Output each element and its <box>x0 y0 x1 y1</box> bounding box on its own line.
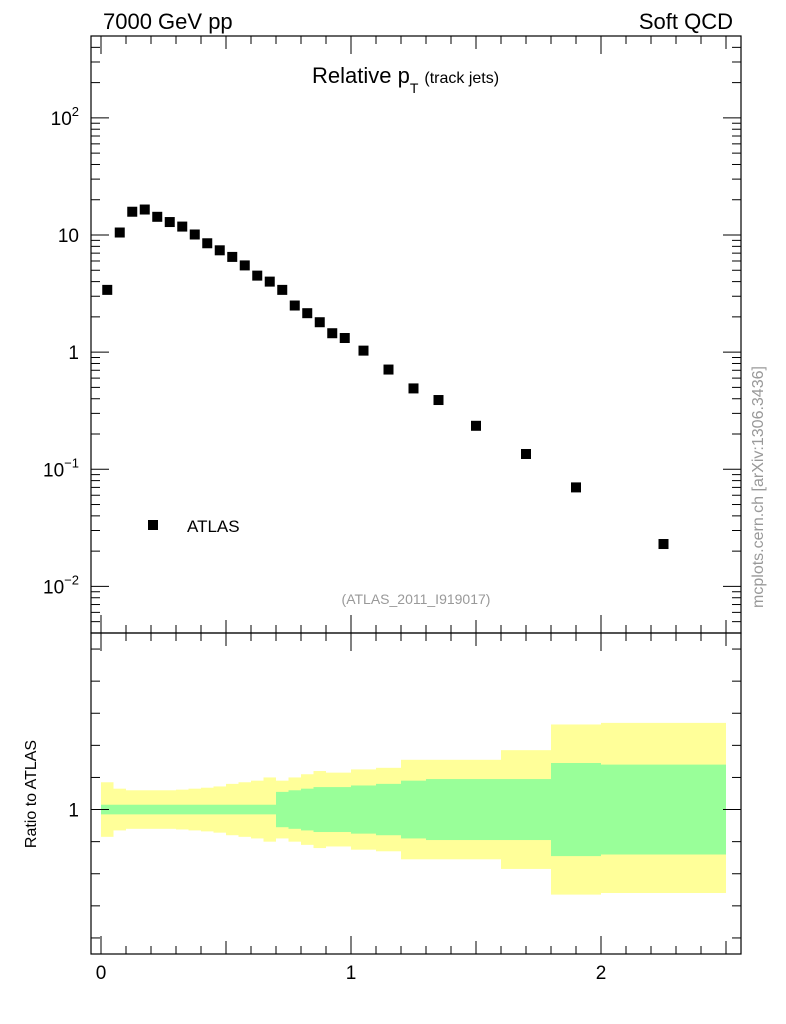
data-point <box>189 229 200 240</box>
uncertainty-band-green <box>376 783 401 836</box>
data-point <box>571 482 581 493</box>
uncertainty-band-green <box>201 804 214 815</box>
y-tick-label: 102 <box>51 104 79 130</box>
y-tick-label: 1 <box>68 343 79 364</box>
x-tick-label: 0 <box>96 963 107 984</box>
data-point <box>383 364 394 375</box>
data-point <box>433 395 444 406</box>
data-point <box>252 270 263 281</box>
data-point <box>227 251 238 262</box>
uncertainty-band-green <box>251 804 264 815</box>
y-tick-label: 10−2 <box>43 572 79 598</box>
data-point <box>658 539 669 550</box>
uncertainty-band-green <box>338 787 351 833</box>
ratio-plot-panel: 1 0 1 2 Ratio to ATLAS <box>23 632 742 984</box>
x-tick-label: 1 <box>346 963 357 984</box>
data-point <box>177 221 188 232</box>
data-point <box>152 211 163 222</box>
x-tick-label: 2 <box>596 963 607 984</box>
data-point <box>314 317 325 328</box>
ratio-y-tick-label: 1 <box>68 801 79 822</box>
uncertainty-band-green <box>501 779 551 841</box>
legend-label: ATLAS <box>187 517 240 536</box>
uncertainty-band-green <box>126 804 139 815</box>
legend-marker <box>148 520 158 530</box>
uncertainty-band-green <box>238 804 251 815</box>
data-point <box>521 448 531 459</box>
header-left: 7000 GeV pp <box>103 9 233 34</box>
uncertainty-band-green <box>288 790 301 829</box>
ratio-plot-frame <box>90 632 742 955</box>
main-plot-frame <box>90 35 742 634</box>
ratio-bands <box>101 722 726 895</box>
uncertainty-band-green <box>188 804 201 815</box>
main-plot-panel: 10−2 10−1 1 10 102 Relative pT(track jets) A… <box>43 35 742 634</box>
data-point <box>289 300 300 311</box>
plot-title: Relative pT(track jets) <box>312 63 499 96</box>
data-point <box>102 284 113 295</box>
data-point <box>471 420 481 431</box>
uncertainty-band-green <box>351 785 376 834</box>
uncertainty-band-green <box>151 804 164 815</box>
uncertainty-band-green <box>138 804 151 815</box>
data-point <box>339 333 350 344</box>
data-point <box>202 238 213 249</box>
uncertainty-band-green <box>326 787 339 833</box>
y-tick-label: 10 <box>58 226 79 247</box>
data-point <box>239 260 250 271</box>
uncertainty-band-green <box>451 779 501 841</box>
uncertainty-band-green <box>426 779 451 841</box>
ratio-axis-ticks <box>91 633 741 954</box>
ratio-y-axis-label: Ratio to ATLAS <box>23 740 40 848</box>
data-point <box>114 227 125 238</box>
y-tick-label: 10−1 <box>43 455 79 481</box>
ratio-tick-labels: 1 0 1 2 <box>68 801 606 984</box>
uncertainty-band-green <box>301 788 314 831</box>
data-points <box>102 204 669 550</box>
side-label: mcplots.cern.ch [arXiv:1306.3436] <box>750 366 767 608</box>
main-y-tick-labels: 10−2 10−1 1 10 102 <box>43 104 79 599</box>
data-point <box>408 383 419 394</box>
uncertainty-band-green <box>313 787 326 833</box>
data-point <box>277 284 288 295</box>
uncertainty-band-green <box>226 804 239 815</box>
uncertainty-band-green <box>401 780 426 839</box>
data-point <box>214 245 225 256</box>
data-point <box>164 217 175 228</box>
data-point <box>264 276 275 287</box>
data-point <box>327 328 338 339</box>
header-right: Soft QCD <box>639 9 733 34</box>
main-axis-ticks <box>91 35 741 634</box>
uncertainty-band-green <box>176 804 189 815</box>
uncertainty-band-green <box>213 804 226 815</box>
uncertainty-band-green <box>113 804 126 815</box>
uncertainty-band-green <box>276 791 289 828</box>
uncertainty-band-green <box>601 764 726 855</box>
analysis-tag: (ATLAS_2011_I919017) <box>342 591 491 607</box>
data-point <box>139 204 150 215</box>
uncertainty-band-green <box>551 763 601 857</box>
data-point <box>127 206 138 217</box>
uncertainty-band-green <box>263 804 276 815</box>
data-point <box>302 308 313 319</box>
uncertainty-band-green <box>163 804 176 815</box>
data-point <box>358 345 369 356</box>
